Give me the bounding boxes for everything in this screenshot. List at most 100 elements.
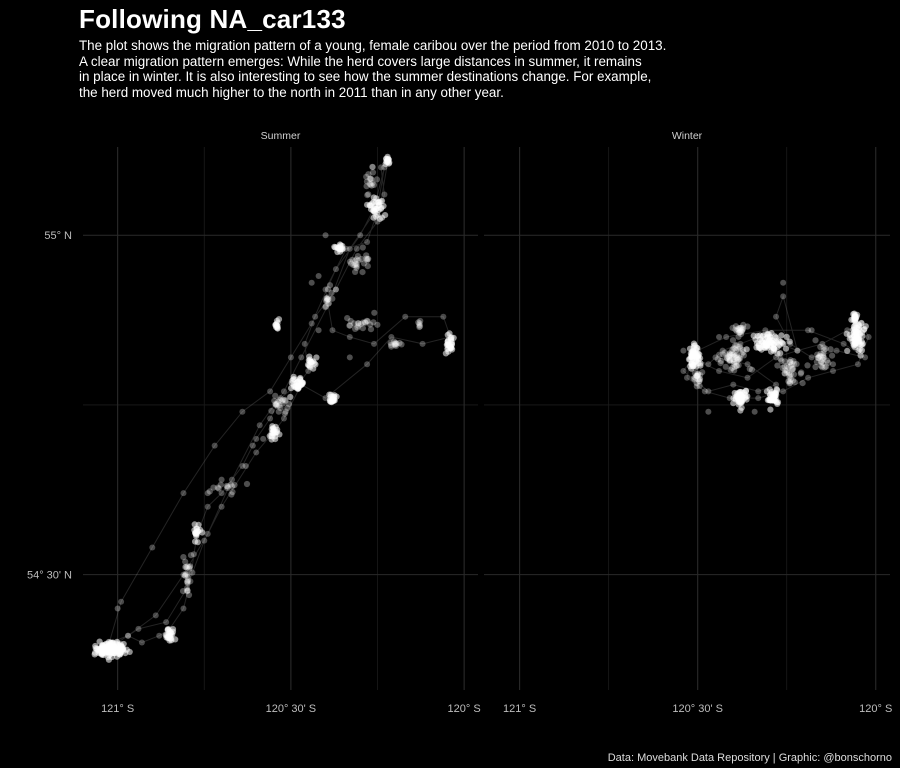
gps-point [228, 476, 235, 483]
x-tick-label: 120° S [448, 703, 481, 715]
gps-point [92, 645, 99, 652]
gps-point [819, 340, 826, 347]
gps-point [767, 406, 774, 413]
gps-point [732, 352, 739, 359]
gps-point [331, 243, 338, 250]
gps-point [382, 212, 389, 219]
gps-point [273, 400, 280, 407]
gps-point [285, 401, 293, 408]
gps-point [114, 605, 121, 612]
gps-point [740, 325, 747, 332]
gps-point [231, 481, 238, 489]
gps-point [184, 578, 191, 585]
gps-point [726, 357, 734, 364]
gps-point [823, 357, 831, 364]
gps-point [186, 564, 193, 571]
gps-point [391, 338, 398, 345]
gps-point [744, 361, 751, 368]
gps-point [351, 320, 358, 327]
gps-point [444, 338, 451, 345]
gps-point [353, 264, 360, 271]
gps-point [440, 313, 447, 320]
gps-point [808, 354, 815, 361]
gps-point [396, 339, 403, 347]
gps-point [787, 362, 795, 369]
gps-point [372, 203, 379, 210]
gps-point [172, 636, 179, 643]
gps-point [790, 371, 798, 378]
gps-point [218, 476, 225, 483]
gps-point [116, 651, 123, 658]
gps-point [780, 293, 787, 300]
gps-point [755, 388, 762, 395]
gps-point [325, 296, 332, 303]
gps-point [323, 295, 330, 302]
gps-point [364, 361, 371, 368]
gps-point [260, 435, 267, 442]
gps-point [730, 353, 737, 360]
gps-point [693, 372, 700, 379]
gps-point [692, 361, 699, 368]
gps-point [282, 408, 289, 415]
gps-point [850, 332, 857, 339]
gps-point [281, 410, 288, 417]
gps-point [364, 255, 371, 262]
gps-point [726, 356, 733, 363]
caption-credit: Data: Movebank Data Repository | Graphic… [607, 752, 892, 764]
gps-point [705, 388, 712, 395]
gps-point [365, 171, 372, 178]
gps-point [184, 573, 191, 581]
gps-point [701, 388, 708, 395]
gps-point [696, 378, 703, 385]
gps-point [201, 537, 208, 544]
gps-point [729, 351, 736, 359]
gps-point [696, 376, 703, 383]
gps-point [353, 245, 360, 252]
gps-point [737, 340, 744, 347]
gps-point [346, 322, 353, 329]
gps-point [782, 367, 789, 374]
gps-point [789, 366, 796, 373]
gps-point [827, 346, 834, 353]
gps-point [370, 319, 377, 326]
gps-point [735, 325, 742, 332]
gps-point [363, 183, 370, 190]
gps-point [778, 357, 785, 364]
gps-point [388, 341, 395, 349]
gps-point [192, 529, 199, 536]
gps-point [363, 252, 370, 259]
gps-point [693, 372, 700, 379]
gps-point [818, 362, 825, 369]
gps-point [366, 175, 374, 182]
gps-point [346, 245, 353, 252]
gps-point [106, 647, 113, 654]
gps-point [856, 330, 863, 337]
track-line [106, 159, 451, 651]
gps-point [833, 347, 840, 354]
gps-point [695, 376, 702, 383]
gps-point [323, 297, 330, 304]
gps-point [359, 244, 366, 251]
gps-point [690, 375, 697, 382]
gps-point [748, 366, 756, 373]
gps-point [781, 363, 788, 370]
gps-point [211, 442, 218, 449]
gps-point [324, 294, 331, 301]
gps-point [324, 296, 331, 303]
gps-point [730, 356, 737, 363]
gps-point [736, 325, 744, 332]
gps-point [184, 587, 191, 594]
gps-point [744, 393, 751, 400]
gps-point [275, 398, 282, 405]
gps-point [214, 484, 221, 491]
gps-point [218, 503, 225, 510]
gps-point [822, 363, 830, 370]
gps-point [734, 354, 741, 361]
gps-point [352, 260, 359, 267]
gps-point [388, 334, 395, 341]
gps-point [184, 587, 191, 594]
gps-point [184, 580, 191, 587]
y-tick-label: 55° N [44, 230, 72, 242]
chart-title: Following NA_car133 [79, 4, 346, 34]
gps-point [733, 355, 740, 362]
